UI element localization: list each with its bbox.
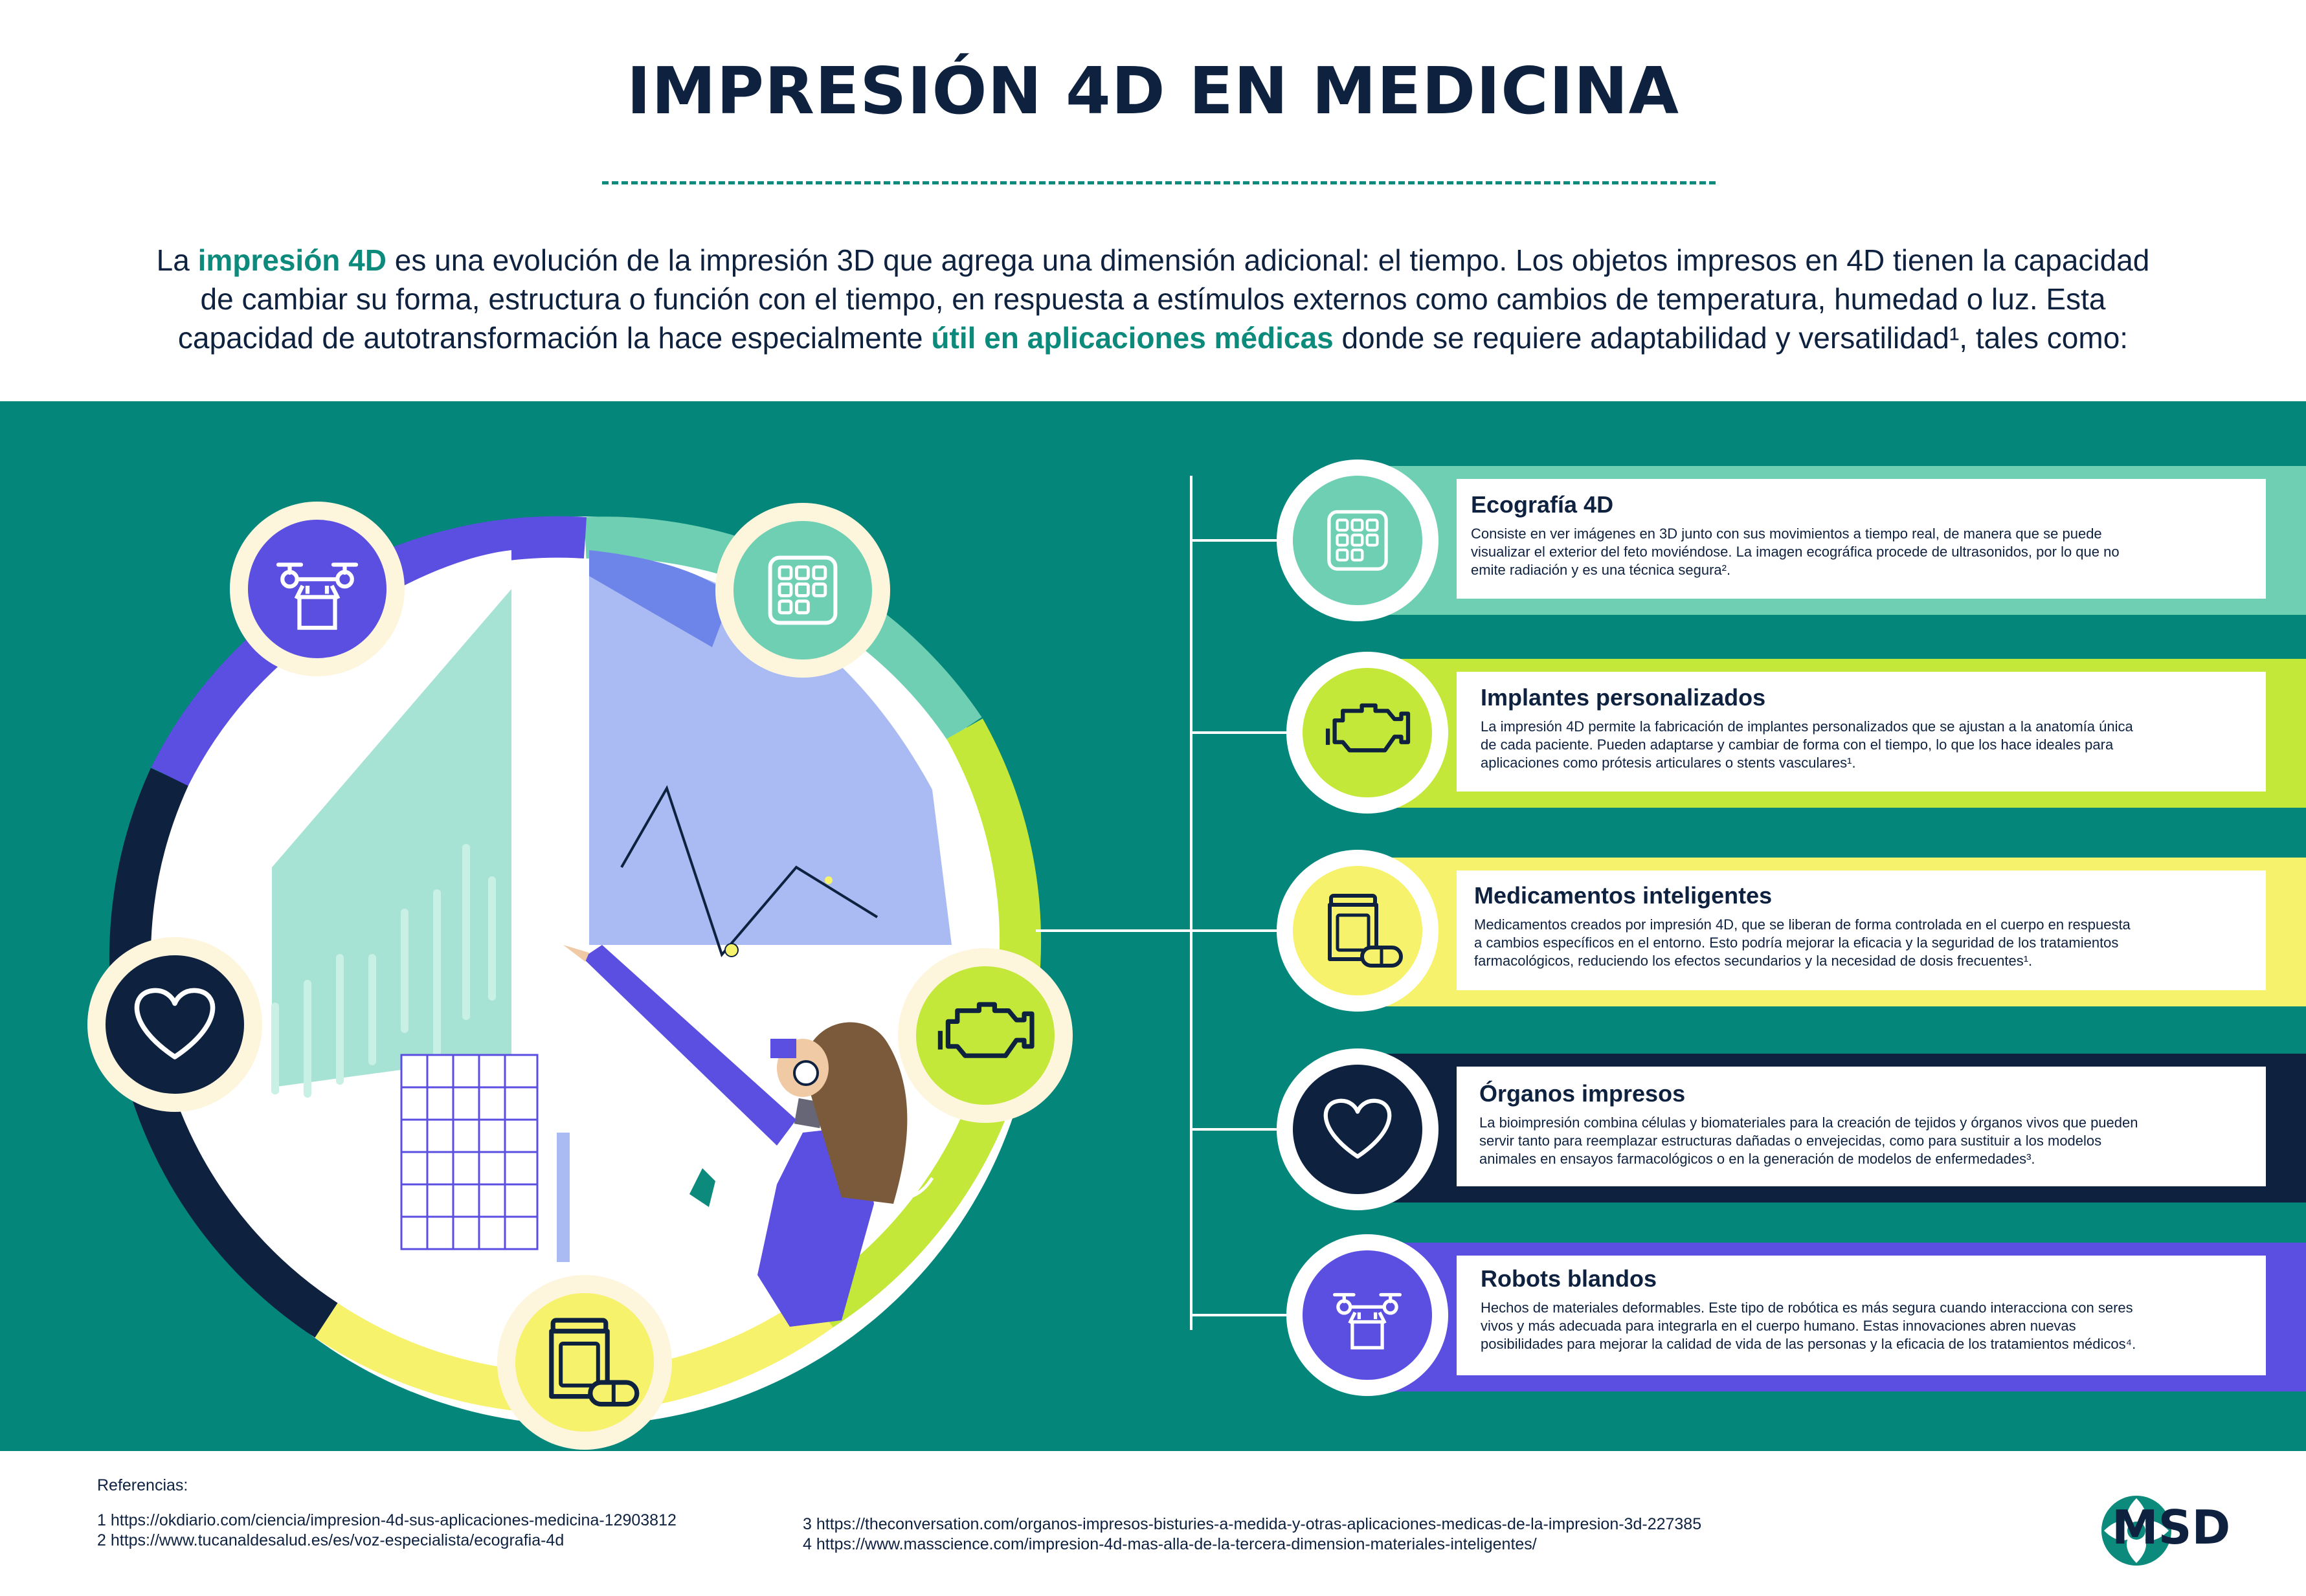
title-divider — [602, 181, 1716, 184]
intro-highlight-medical: útil en aplicaciones médicas — [931, 321, 1334, 355]
card-line: visualizar el exterior del feto moviéndo… — [1471, 544, 2120, 560]
card-robots: Robots blandos Hechos de materiales defo… — [1286, 1234, 2306, 1396]
card-line: a cambios específicos en el entorno. Est… — [1474, 935, 2118, 951]
card-organos: Órganos impresos La bioimpresión combina… — [1277, 1048, 2306, 1210]
card-medicamentos: Medicamentos inteligentes Medicamentos c… — [1277, 850, 2306, 1012]
card-implantes: Implantes personalizados La impresión 4D… — [1286, 652, 2306, 814]
card-line: Consiste en ver imágenes en 3D junto con… — [1471, 526, 2102, 542]
intro-text-2: es una evolución de la impresión 3D que … — [177, 243, 2150, 355]
card-title: Ecografía 4D — [1471, 491, 1613, 518]
applications-graphic: Ecografía 4D Consiste en ver imágenes en… — [87, 460, 2306, 1450]
badge-pills — [497, 1275, 672, 1450]
references-label: Referencias: — [97, 1476, 188, 1494]
msd-logo-mark — [2101, 1496, 2171, 1566]
card-line: farmacológicos, reduciendo los efectos s… — [1474, 953, 2032, 969]
card-title: Robots blandos — [1481, 1265, 1657, 1292]
card-line: Medicamentos creados por impresión 4D, q… — [1474, 916, 2131, 933]
card-title: Medicamentos inteligentes — [1474, 882, 1772, 909]
reference-2[interactable]: 2 https://www.tucanaldesalud.es/es/voz-e… — [97, 1531, 565, 1549]
connector-lines — [1036, 476, 1295, 1330]
card-title: Implantes personalizados — [1481, 684, 1765, 711]
card-line: La bioimpresión combina células y biomat… — [1479, 1114, 2138, 1131]
card-line: aplicaciones como prótesis articulares o… — [1481, 755, 1856, 771]
card-line: animales en ensayos farmacológicos o en … — [1479, 1151, 2035, 1167]
badge-engine — [898, 948, 1073, 1123]
page-title: IMPRESIÓN 4D EN MEDICINA — [626, 53, 1679, 129]
intro-paragraph: La impresión 4D es una evolución de la i… — [142, 241, 2164, 357]
card-title: Órganos impresos — [1479, 1080, 1685, 1107]
card-line: servir tanto para reemplazar estructuras… — [1479, 1133, 2101, 1149]
svg-text:La impresión 4D permite la fab: La impresión 4D permite la fabricación d… — [1481, 718, 2133, 771]
reference-4[interactable]: 4 https://www.masscience.com/impresion-4… — [803, 1535, 1537, 1553]
references-left: Referencias: 1 https://okdiario.com/cien… — [97, 1476, 677, 1551]
reference-3[interactable]: 3 https://theconversation.com/organos-im… — [803, 1515, 1702, 1533]
svg-text:Consiste en ver imágenes en 3D: Consiste en ver imágenes en 3D junto con… — [1471, 526, 2120, 578]
badge-robot — [230, 502, 405, 676]
applications-panel: Ecografía 4D Consiste en ver imágenes en… — [0, 401, 2306, 1451]
references-right: 3 https://theconversation.com/organos-im… — [803, 1514, 1701, 1555]
svg-text:Hechos de materiales deformabl: Hechos de materiales deformables. Este t… — [1481, 1300, 2136, 1352]
brand-name: MSD — [2112, 1500, 2231, 1555]
card-line: de cada paciente. Pueden adaptarse y cam… — [1481, 737, 2114, 753]
card-line: posibilidades para mejorar la calidad de… — [1481, 1336, 2136, 1352]
card-ecografia: Ecografía 4D Consiste en ver imágenes en… — [1277, 460, 2306, 621]
badge-heart — [87, 937, 262, 1112]
intro-text-1: La — [156, 243, 198, 277]
card-line: Hechos de materiales deformables. Este t… — [1481, 1300, 2133, 1316]
card-line: vivos y más adecuada para integrarla en … — [1481, 1318, 2076, 1334]
svg-text:La bioimpresión combina célula: La bioimpresión combina células y biomat… — [1479, 1114, 2138, 1167]
badge-keypad — [715, 503, 890, 678]
svg-text:Medicamentos creados por impre: Medicamentos creados por impresión 4D, q… — [1474, 916, 2131, 969]
intro-text-3: donde se requiere adaptabilidad y versat… — [1333, 321, 2129, 355]
card-line: emite radiación y es una técnica segura²… — [1471, 562, 1730, 578]
reference-1[interactable]: 1 https://okdiario.com/ciencia/impresion… — [97, 1511, 677, 1529]
intro-highlight-4d: impresión 4D — [197, 243, 386, 277]
card-line: La impresión 4D permite la fabricación d… — [1481, 718, 2133, 735]
